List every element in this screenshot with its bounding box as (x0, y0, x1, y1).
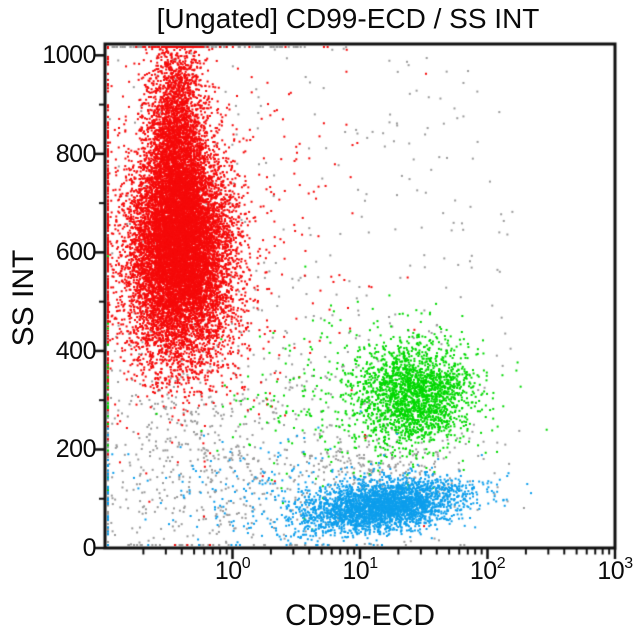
y-tick-label: 0 (82, 534, 97, 562)
y-tick-label: 400 (55, 336, 97, 365)
y-tick-label: 200 (55, 435, 97, 464)
x-tick-exponent: 3 (624, 555, 633, 572)
x-tick-exponent: 1 (369, 555, 378, 572)
x-tick-label: 10 1 (320, 555, 400, 586)
x-axis-label: CD99-ECD (284, 599, 436, 632)
y-tick-label: 800 (55, 139, 97, 168)
x-tick-label: 10 2 (448, 555, 528, 586)
x-tick-base: 10 (214, 557, 242, 585)
x-tick-label: 10 0 (193, 555, 273, 586)
x-tick-exponent: 2 (496, 555, 506, 572)
x-tick-base: 10 (469, 557, 497, 585)
plot-title: [Ungated] CD99-ECD / SS INT (156, 3, 540, 34)
y-tick-label: 1000 (42, 41, 96, 70)
x-tick-label: 10 3 (575, 555, 640, 586)
y-tick-label: 600 (55, 238, 97, 267)
x-tick-exponent: 0 (241, 555, 251, 572)
x-tick-base: 10 (597, 557, 625, 585)
x-tick-base: 10 (342, 557, 370, 585)
